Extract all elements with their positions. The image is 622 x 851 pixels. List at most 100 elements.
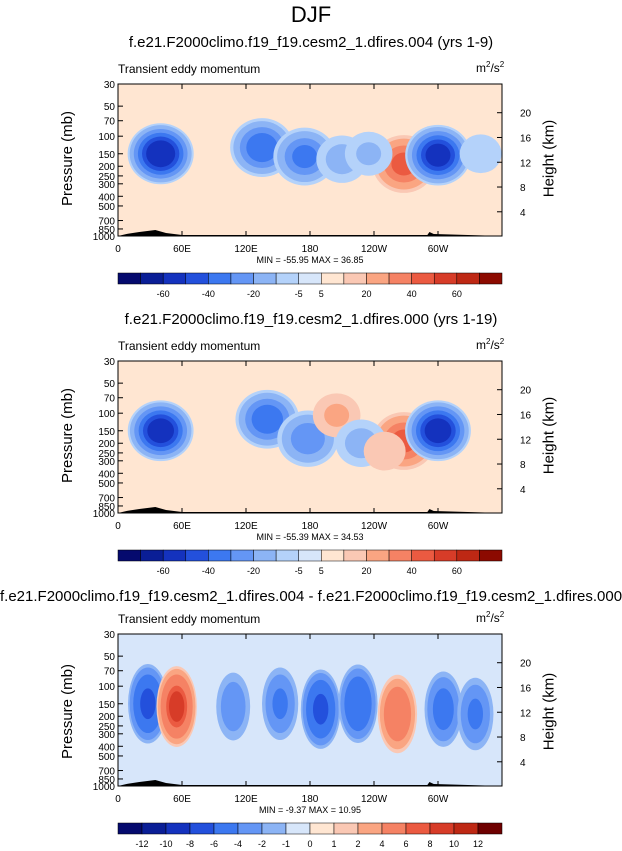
colorbar-box	[298, 272, 322, 285]
units-sup: 2	[486, 610, 491, 619]
colorbar-box	[411, 549, 435, 562]
panel-1-title: f.e21.F2000climo.f19_f19.cesm2_1.dfires.…	[128, 34, 494, 51]
colorbar-box	[253, 272, 277, 285]
colorbar-label: 10	[449, 839, 459, 849]
x-tick-label: 60W	[428, 521, 449, 532]
contour-feature-1	[146, 140, 176, 168]
x-tick-label: 180	[302, 521, 319, 532]
colorbar-box	[298, 549, 322, 562]
height-tick-label: 12	[520, 158, 532, 169]
contour-feature-6	[348, 684, 368, 724]
y-tick-label: 100	[98, 682, 115, 693]
colorbar-box	[479, 272, 503, 285]
colorbar-box	[333, 822, 359, 835]
contour-feature-8	[459, 134, 502, 174]
units-base: m	[476, 611, 486, 625]
y-tick-label: 700	[98, 217, 115, 228]
y-tick-label: 150	[98, 700, 115, 711]
colorbar-box	[388, 272, 412, 285]
colorbar-box	[275, 549, 299, 562]
colorbar-box	[357, 822, 383, 835]
contour-feature-7	[387, 694, 408, 734]
colorbar-box	[388, 549, 412, 562]
x-tick-label: 60E	[173, 244, 191, 255]
contour-feature-4	[324, 403, 350, 427]
x-tick-label: 60E	[173, 521, 191, 532]
colorbar-label: 60	[452, 566, 462, 576]
panel-2-ylabel-right: Height (km)	[540, 396, 558, 475]
colorbar-box	[141, 822, 167, 835]
colorbar-label: 40	[407, 566, 417, 576]
y-tick-label: 150	[98, 150, 115, 161]
panel-2-ylabel-left: Pressure (mb)	[59, 387, 77, 484]
colorbar-label: -40	[202, 289, 215, 299]
contour-feature-2	[168, 691, 185, 722]
x-tick-label: 60E	[173, 794, 191, 805]
units-mid: /s	[490, 61, 500, 75]
x-tick-label: 180	[302, 794, 319, 805]
units-mid: /s	[490, 338, 500, 352]
contour-feature-9	[467, 698, 484, 730]
colorbar-box	[411, 272, 435, 285]
units-sup: 2	[486, 60, 491, 69]
colorbar-box	[253, 549, 277, 562]
x-tick-label: 0	[115, 794, 121, 805]
colorbar-box	[477, 822, 503, 835]
x-tick-label: 0	[115, 521, 121, 532]
y-tick-label: 50	[104, 652, 116, 663]
units-base: m	[476, 61, 486, 75]
height-tick-label: 20	[520, 659, 532, 670]
colorbar-box	[456, 272, 480, 285]
contour-field	[127, 389, 471, 471]
height-tick-label: 16	[520, 410, 532, 421]
colorbar-box	[261, 822, 287, 835]
colorbar-label: -5	[295, 566, 303, 576]
y-tick-label: 30	[104, 630, 116, 641]
contour-feature-6	[424, 418, 452, 444]
colorbar-box	[165, 822, 191, 835]
colorbar-box	[117, 549, 141, 562]
colorbar-label: -4	[234, 839, 242, 849]
colorbar-box	[189, 822, 215, 835]
colorbar-label: 12	[473, 839, 483, 849]
y-tick-label: 400	[98, 192, 115, 203]
units-sup: 2	[486, 337, 491, 346]
figure-title: DJF	[290, 2, 332, 27]
panel-3-plot: 3050701001502002503004005007008501000201…	[93, 630, 532, 849]
x-tick-label: 120E	[234, 521, 258, 532]
y-tick-label: 100	[98, 409, 115, 420]
panel-2-plot: 3050701001502002503004005007008501000201…	[93, 357, 532, 576]
units-sup: 2	[499, 610, 505, 619]
y-tick-label: 50	[104, 102, 116, 113]
colorbar-label: 1	[331, 839, 336, 849]
height-tick-label: 20	[520, 109, 532, 120]
y-tick-label: 300	[98, 730, 115, 741]
units-mid: /s	[490, 611, 500, 625]
colorbar-label: -8	[186, 839, 194, 849]
colorbar-box	[285, 822, 311, 835]
colorbar-box	[162, 549, 187, 562]
colorbar-box	[405, 822, 431, 835]
units-sup: 2	[499, 60, 505, 69]
colorbar-label: -20	[247, 566, 260, 576]
topography	[118, 230, 502, 236]
topography	[118, 507, 502, 513]
height-tick-label: 12	[520, 708, 532, 719]
colorbar-box	[343, 272, 367, 285]
units-base: m	[476, 338, 486, 352]
y-tick-label: 30	[104, 357, 116, 368]
y-tick-label: 200	[98, 712, 115, 723]
contour-feature-8	[432, 688, 454, 731]
colorbar-box	[453, 822, 479, 835]
colorbar-box	[343, 549, 367, 562]
contour-feature-3	[290, 422, 325, 455]
contour-feature-4	[272, 688, 288, 720]
colorbar-label: 20	[361, 289, 371, 299]
contour-feature-8	[363, 431, 406, 471]
panel-3-ylabel-left: Pressure (mb)	[59, 663, 77, 760]
colorbar-label: -20	[247, 289, 260, 299]
colorbar-label: -1	[282, 839, 290, 849]
panel-1-plot: 3050701001502002503004005007008501000201…	[93, 80, 532, 299]
colorbar-box	[117, 822, 143, 835]
